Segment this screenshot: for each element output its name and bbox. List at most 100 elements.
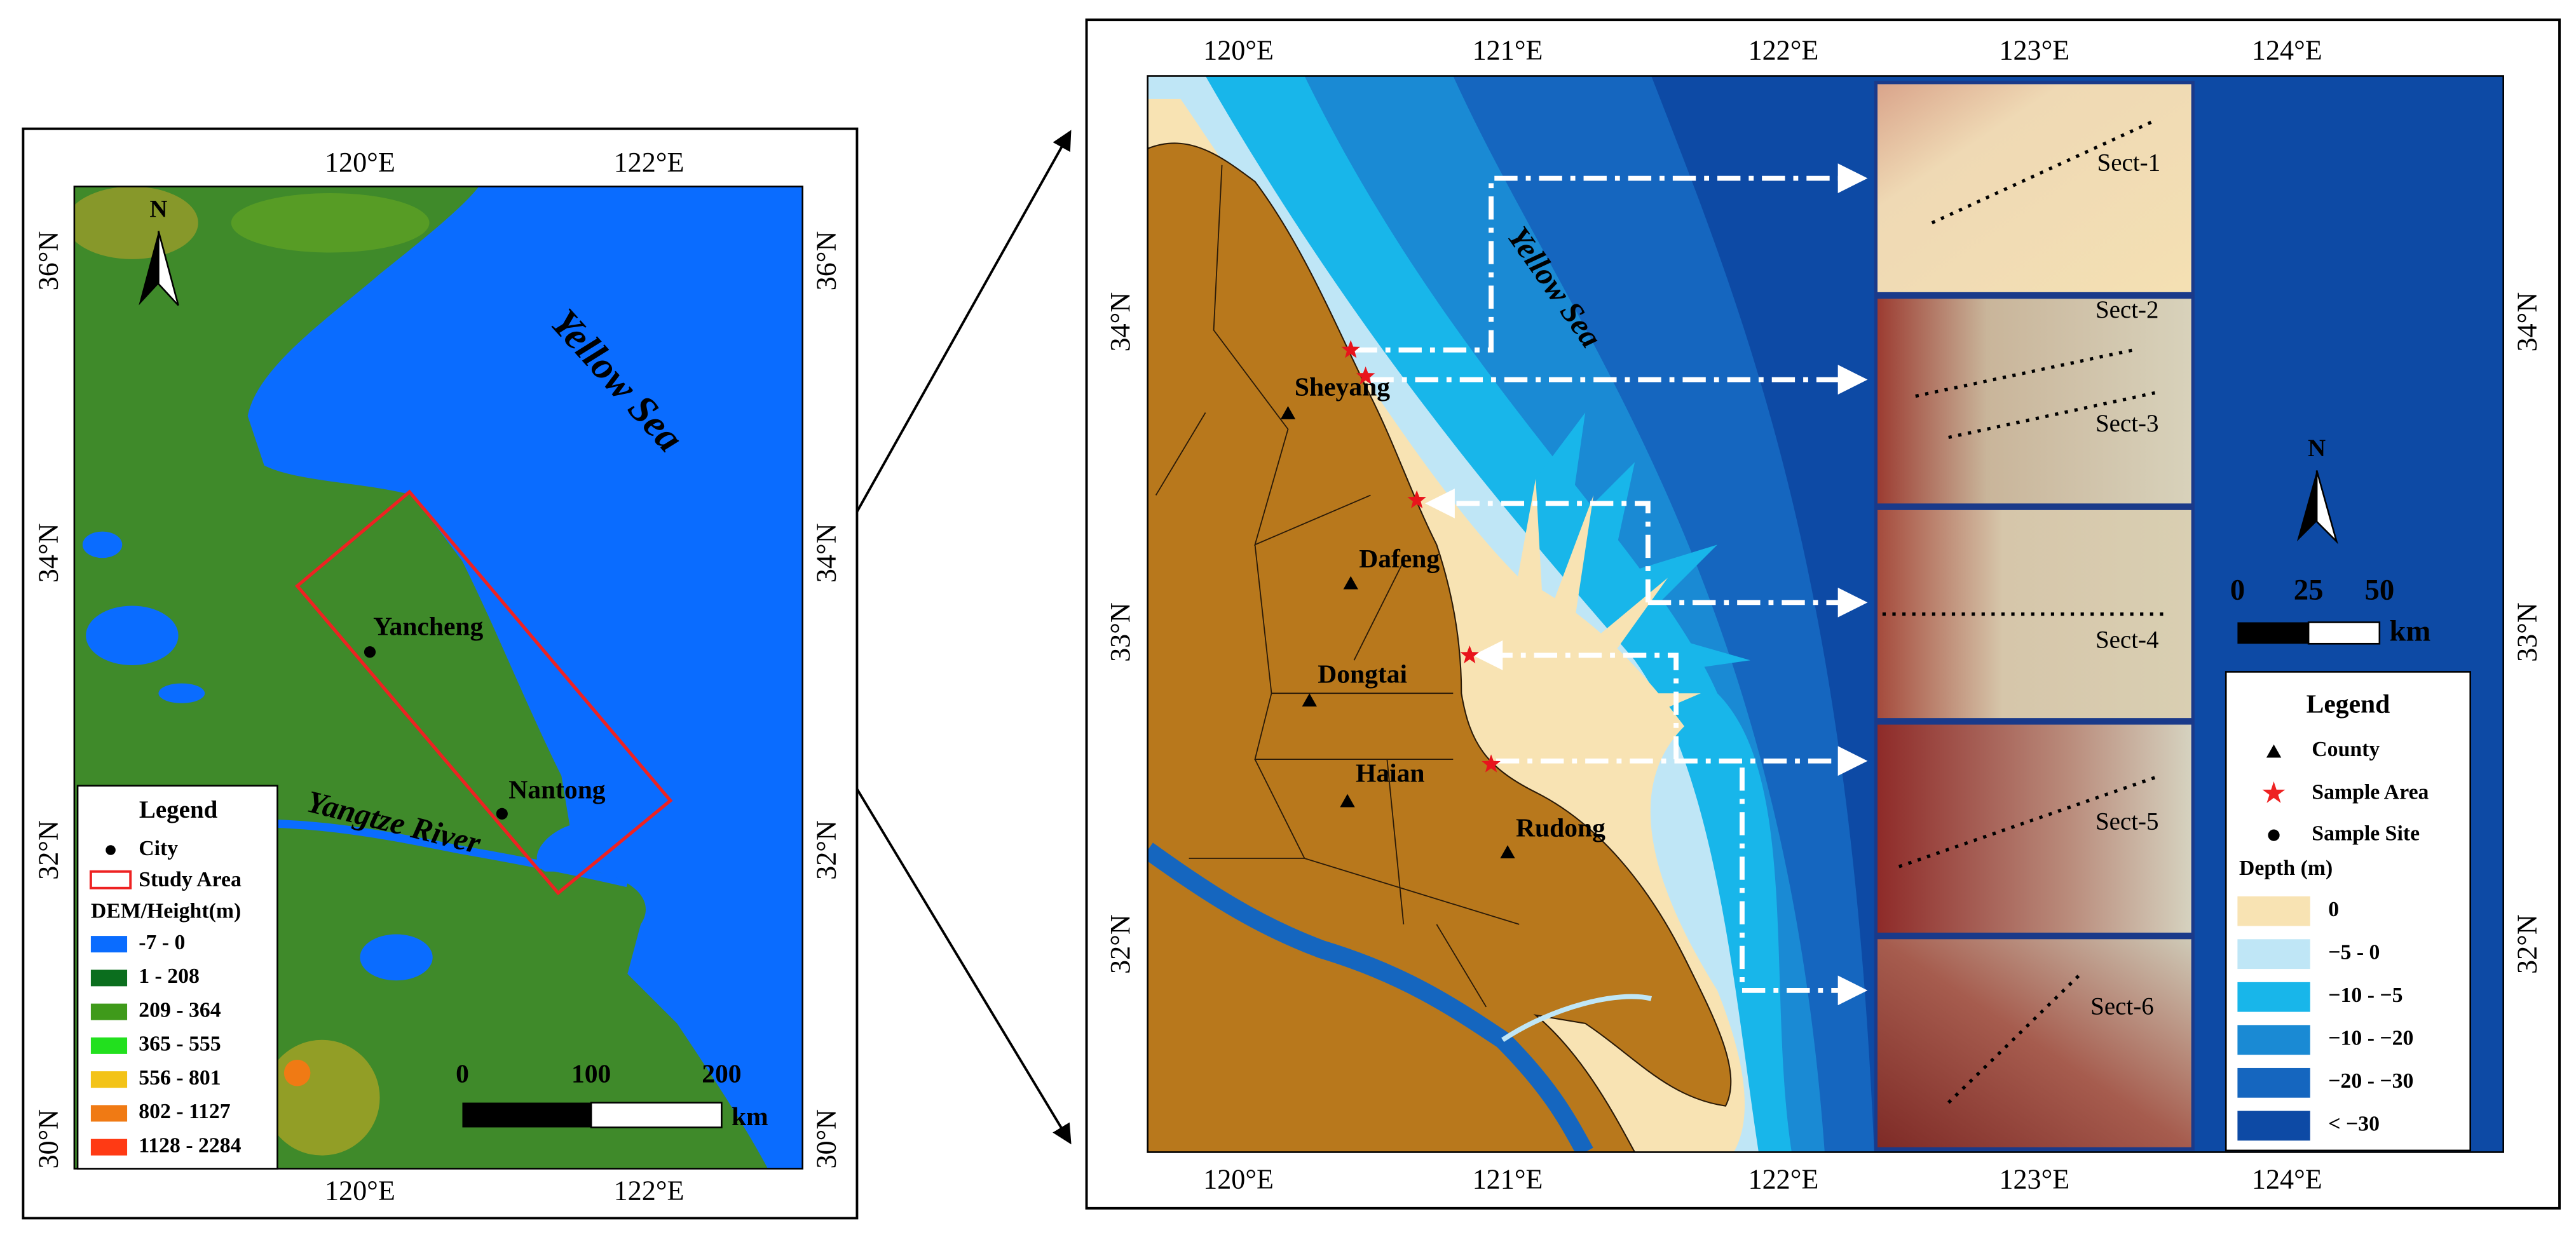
north-arrow-half — [139, 231, 159, 306]
legend-swatch — [90, 970, 128, 987]
left-legend: Legend City Study Area DEM/Height(m) -7 … — [76, 785, 278, 1170]
scale-segment — [2307, 621, 2381, 645]
sample-area — [1356, 366, 1375, 385]
scale-label: 0 — [456, 1058, 469, 1088]
legend-title: Legend — [139, 796, 218, 823]
lat-label: 34°N — [1105, 292, 1136, 352]
lon-label: 122°E — [614, 1175, 685, 1207]
north-arrow-half — [2315, 470, 2338, 544]
county-border — [1155, 165, 1520, 1008]
section-label: Sect-5 — [2096, 808, 2159, 835]
legend-symbol — [106, 845, 116, 855]
lat-label: 30°N — [810, 1109, 842, 1169]
county-label: Haian — [1356, 759, 1425, 788]
scale-bar: 0 25 50 km — [2230, 573, 2431, 647]
legend-symbol: ★ — [2262, 778, 2286, 808]
legend-title: Legend — [2307, 689, 2390, 719]
legend-swatch — [2237, 939, 2310, 970]
legend-label: −10 - −20 — [2328, 1027, 2413, 1050]
left-lat-labels: 36°N 36°N 34°N 34°N 32°N 32°N 30°N 30°N — [33, 231, 842, 1169]
scale-label: 0 — [2230, 573, 2245, 606]
transect — [1882, 119, 2167, 1104]
legend-label: 802 - 1127 — [139, 1100, 231, 1123]
zoom-arrow — [855, 788, 1072, 1145]
counties: Sheyang Dafeng Dongtai Haian Rudong — [1280, 372, 1605, 859]
legend-subtitle: DEM/Height(m) — [91, 899, 241, 923]
legend-swatch — [90, 1139, 128, 1156]
sample-area — [1341, 340, 1361, 358]
lat-label: 34°N — [810, 524, 842, 583]
river — [1147, 842, 1593, 1153]
inset-image — [1874, 721, 2195, 936]
legend-swatch — [2237, 1111, 2310, 1141]
legend-label: Sample Area — [2312, 780, 2429, 804]
legend-swatch — [90, 1003, 128, 1020]
scale-label: 200 — [702, 1058, 741, 1088]
right-map-border — [1147, 75, 2504, 1153]
lon-label: 122°E — [1748, 1163, 1818, 1194]
legend-label: −20 - −30 — [2328, 1069, 2413, 1093]
highland — [264, 1039, 380, 1156]
lon-label: 120°E — [325, 1175, 395, 1207]
lon-label: 122°E — [1748, 34, 1818, 65]
lake — [360, 934, 433, 981]
county-label: Rudong — [1516, 813, 1605, 842]
legend-label: 209 - 364 — [139, 998, 221, 1022]
lat-label: 33°N — [1105, 602, 1136, 662]
lon-label: 124°E — [2252, 34, 2322, 65]
legend-label: −10 - −5 — [2328, 984, 2402, 1007]
depth-zone — [1486, 412, 1750, 677]
zoom-arrow — [855, 130, 1072, 513]
north-arrow: N — [2296, 435, 2338, 544]
link-arrow — [1425, 489, 1651, 603]
legend-label: −5 - 0 — [2328, 940, 2380, 964]
legend-label: County — [2312, 738, 2380, 761]
scale-label: 100 — [571, 1058, 611, 1088]
scale-label: 25 — [2294, 573, 2324, 606]
legend-label: 1128 - 2284 — [139, 1133, 241, 1157]
sea — [247, 186, 803, 1169]
right-map — [1147, 76, 2504, 1153]
city-point — [364, 646, 376, 658]
highland — [231, 193, 430, 253]
legend-label: 1 - 208 — [139, 964, 200, 988]
section-label: Sect-6 — [2090, 992, 2154, 1020]
link-arrow — [1473, 640, 1679, 760]
scale-segment — [590, 1102, 723, 1128]
land — [1147, 142, 1732, 1153]
left-map-border — [73, 186, 803, 1170]
legend-swatch — [90, 936, 128, 953]
lat-label: 36°N — [33, 231, 64, 291]
lon-label: 120°E — [325, 147, 395, 178]
county-label: Dongtai — [1318, 659, 1407, 689]
legend-swatch — [90, 1071, 128, 1088]
scale-unit: km — [732, 1102, 768, 1131]
legend-swatch — [2237, 1067, 2310, 1098]
legend-subtitle: Depth (m) — [2239, 856, 2333, 880]
legend-symbol — [2268, 829, 2280, 841]
sample-area — [1460, 645, 1480, 664]
city-label: Yancheng — [373, 611, 483, 640]
section-label: Sect-3 — [2096, 410, 2159, 437]
scale-label: 50 — [2364, 573, 2394, 606]
north-arrow-half — [2296, 470, 2317, 542]
legend-symbol — [2266, 744, 2282, 758]
river — [1501, 994, 1653, 1043]
north-arrow: N — [139, 195, 179, 306]
scale-unit: km — [2389, 614, 2430, 647]
city-label: Nantong — [508, 775, 606, 804]
lat-label: 30°N — [33, 1109, 64, 1169]
section-label: Sect-1 — [2097, 149, 2161, 177]
lat-label: 34°N — [33, 524, 64, 583]
lat-label: 32°N — [810, 820, 842, 880]
lon-label: 121°E — [1473, 34, 1543, 65]
lake — [86, 605, 179, 666]
sample-area — [1482, 754, 1501, 773]
north-arrow-half — [158, 231, 179, 306]
highland — [74, 186, 198, 259]
link-arrow — [1740, 767, 1868, 1006]
city-point — [496, 808, 508, 820]
legend-swatch — [2237, 982, 2310, 1012]
lat-label: 34°N — [2511, 292, 2542, 352]
